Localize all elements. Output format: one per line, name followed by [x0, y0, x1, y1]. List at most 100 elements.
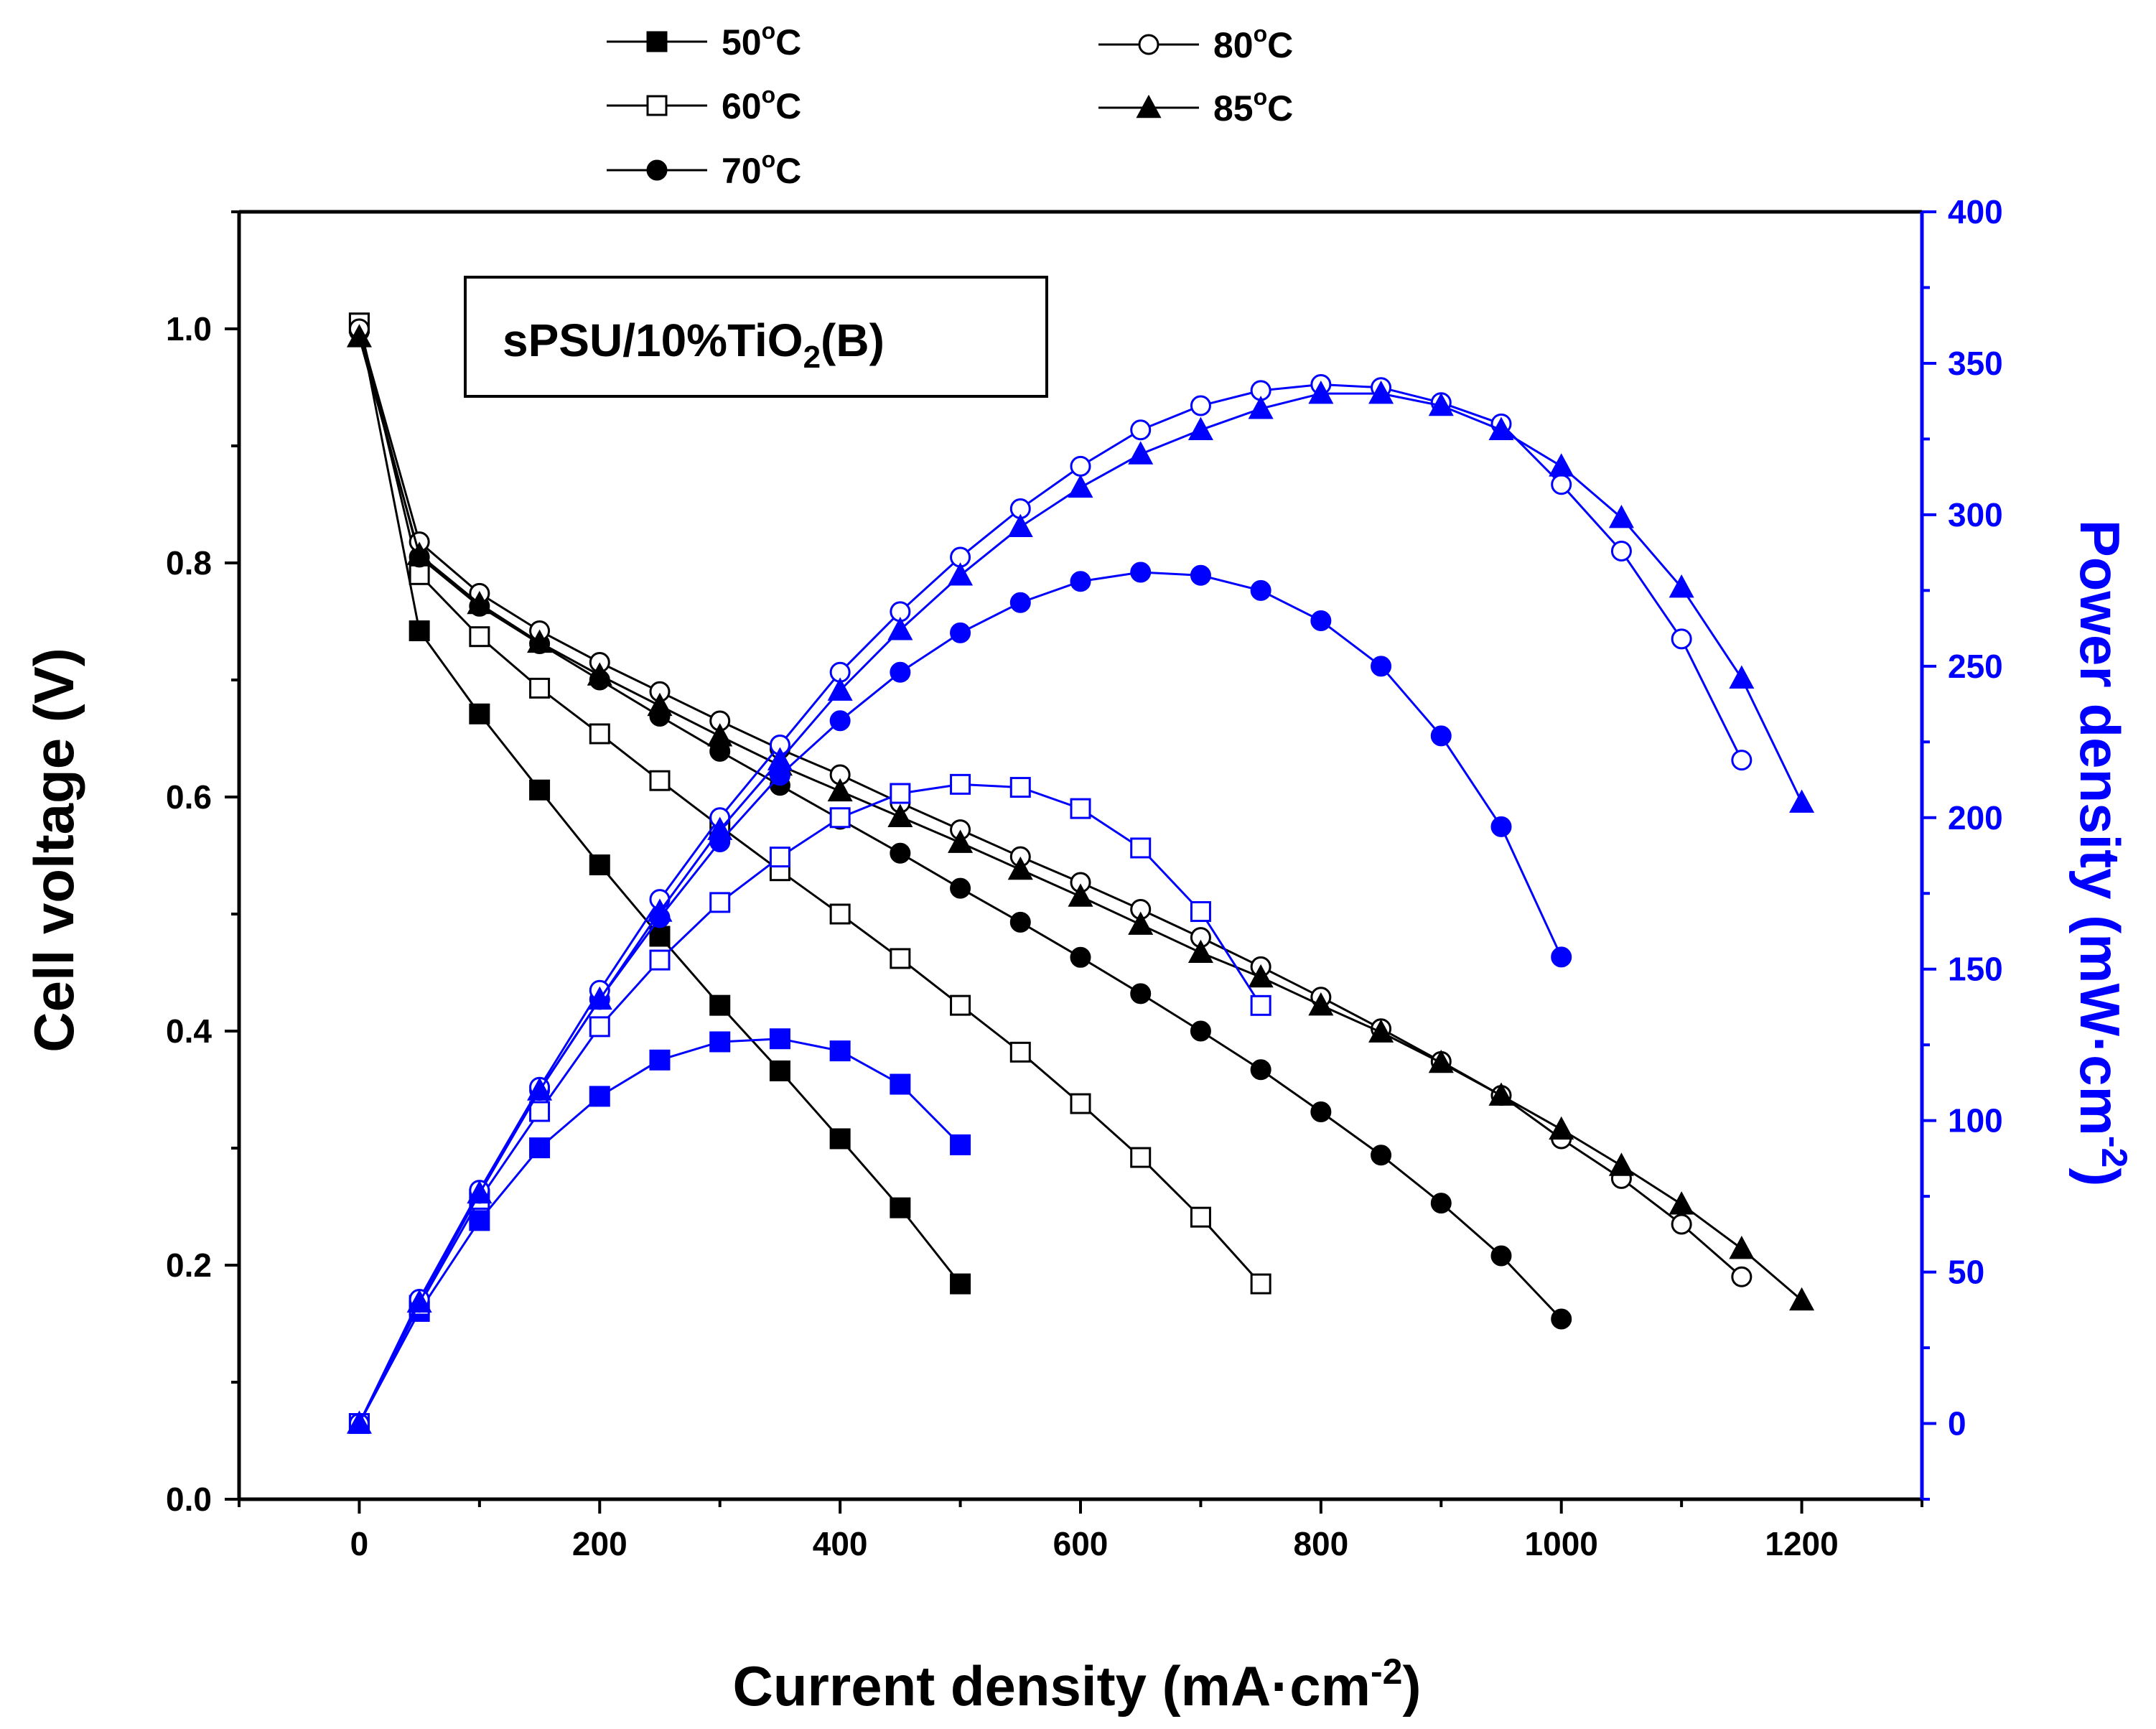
voltage-data-point — [589, 854, 610, 876]
power-data-point — [649, 1049, 671, 1071]
y2-tick-label: 100 — [1948, 1102, 2003, 1140]
power-data-point — [769, 1028, 790, 1050]
legend-unit: C — [775, 86, 801, 126]
power-data-point — [1070, 571, 1091, 592]
voltage-data-point — [890, 842, 911, 864]
x-tick-label: 400 — [813, 1525, 868, 1562]
power-data-point — [529, 1101, 551, 1122]
legend-value: 80 — [1213, 25, 1254, 65]
y2-tick-label: 50 — [1948, 1254, 1984, 1291]
voltage-data-point — [469, 626, 490, 648]
voltage-data-point — [1371, 1145, 1392, 1166]
voltage-data-point — [589, 723, 610, 745]
power-data-point — [769, 847, 790, 868]
power-data-point — [1070, 455, 1091, 477]
power-data-point — [767, 747, 793, 770]
power-data-point — [829, 807, 851, 829]
power-data-point — [827, 677, 853, 701]
power-data-point — [1190, 564, 1211, 586]
legend-value: 50 — [722, 22, 762, 62]
legend-label: 50oC — [722, 18, 801, 62]
power-data-point — [1430, 725, 1452, 747]
voltage-data-point — [1250, 1059, 1271, 1081]
power-data-point — [589, 1016, 610, 1038]
voltage-data-point — [1068, 883, 1093, 907]
voltage-data-point — [1430, 1193, 1452, 1214]
legend-unit: C — [1267, 88, 1293, 129]
x-tick-label: 1200 — [1765, 1525, 1838, 1562]
legend-degree: o — [1254, 21, 1268, 47]
power-data-point — [1190, 901, 1211, 923]
voltage-data-point — [1608, 1152, 1634, 1176]
voltage-data-point — [1070, 1093, 1091, 1114]
voltage-data-point — [1310, 1101, 1332, 1122]
voltage-data-point — [950, 877, 971, 899]
axis-titles: Current density (mA·cm-2) Cell voltage (… — [22, 520, 2134, 1718]
power-data-point — [1130, 561, 1152, 583]
x-tick-label: 600 — [1053, 1525, 1109, 1562]
voltage-data-point — [1731, 1266, 1753, 1287]
y-tick-label: 0.4 — [166, 1012, 212, 1050]
power-data-point — [1428, 392, 1454, 416]
voltage-data-point — [1190, 1020, 1211, 1042]
voltage-data-point — [649, 926, 671, 947]
legend-marker — [646, 159, 668, 181]
voltage-data-point — [1130, 1147, 1152, 1168]
voltage-data-point — [1009, 911, 1031, 933]
power-data-point — [1488, 416, 1514, 441]
voltage-data-point — [1250, 1273, 1271, 1295]
power-data-point — [469, 1210, 490, 1231]
y2-tick-label: 0 — [1948, 1405, 1966, 1443]
power-data-point — [1250, 994, 1271, 1016]
voltage-data-point — [467, 590, 493, 615]
voltage-data-point — [890, 1197, 911, 1218]
legend-entry: 50oC — [607, 18, 801, 62]
power-data-point — [1490, 816, 1512, 837]
power-data-point — [1731, 750, 1753, 771]
voltage-data-point — [406, 541, 432, 565]
power-data-point — [1551, 474, 1572, 495]
voltage-data-point — [1308, 992, 1334, 1016]
annotation-box — [464, 276, 1048, 398]
voltage-data-point — [827, 778, 853, 802]
voltage-data-point — [1669, 1191, 1694, 1215]
voltage-data-point — [887, 803, 913, 827]
legend-degree: o — [762, 82, 776, 108]
voltage-data-point — [409, 620, 430, 642]
legend-unit: C — [775, 22, 801, 62]
y2-axis-title: Power density (mW·cm-2) — [2068, 520, 2134, 1187]
voltage-data-point — [1671, 1213, 1692, 1235]
power-data-point — [709, 1031, 731, 1053]
legend-marker — [646, 31, 668, 52]
power-data-point — [1009, 777, 1031, 798]
voltage-data-point — [948, 829, 974, 853]
power-data-point — [1310, 610, 1332, 632]
legend-entry: 80oC — [1098, 21, 1293, 65]
voltage-data-point — [1368, 1019, 1394, 1043]
voltage-series-85c — [346, 324, 1815, 1311]
voltage-data-point — [1190, 1206, 1211, 1228]
voltage-data-point — [409, 564, 430, 585]
legend-label: 70oC — [722, 146, 801, 191]
x-tick-label: 800 — [1293, 1525, 1348, 1562]
voltage-data-point — [950, 994, 971, 1016]
x-tick-label: 200 — [572, 1525, 627, 1562]
y2-tick-label: 300 — [1948, 496, 2003, 533]
power-data-point — [1009, 592, 1031, 613]
voltage-data-point — [529, 779, 551, 801]
y-tick-label: 0.2 — [166, 1246, 212, 1284]
annotation-subscript: 2 — [803, 340, 821, 375]
legend-degree: o — [762, 18, 776, 44]
power-data-point — [1130, 419, 1152, 441]
legend-value: 70 — [722, 151, 762, 191]
voltage-data-point — [1007, 856, 1033, 880]
voltage-data-point — [1009, 1041, 1031, 1063]
power-data-point — [1248, 396, 1274, 419]
power-data-point — [829, 1040, 851, 1062]
legend-marker — [1138, 34, 1159, 55]
legend-degree: o — [762, 146, 776, 172]
power-data-point — [1128, 441, 1154, 465]
